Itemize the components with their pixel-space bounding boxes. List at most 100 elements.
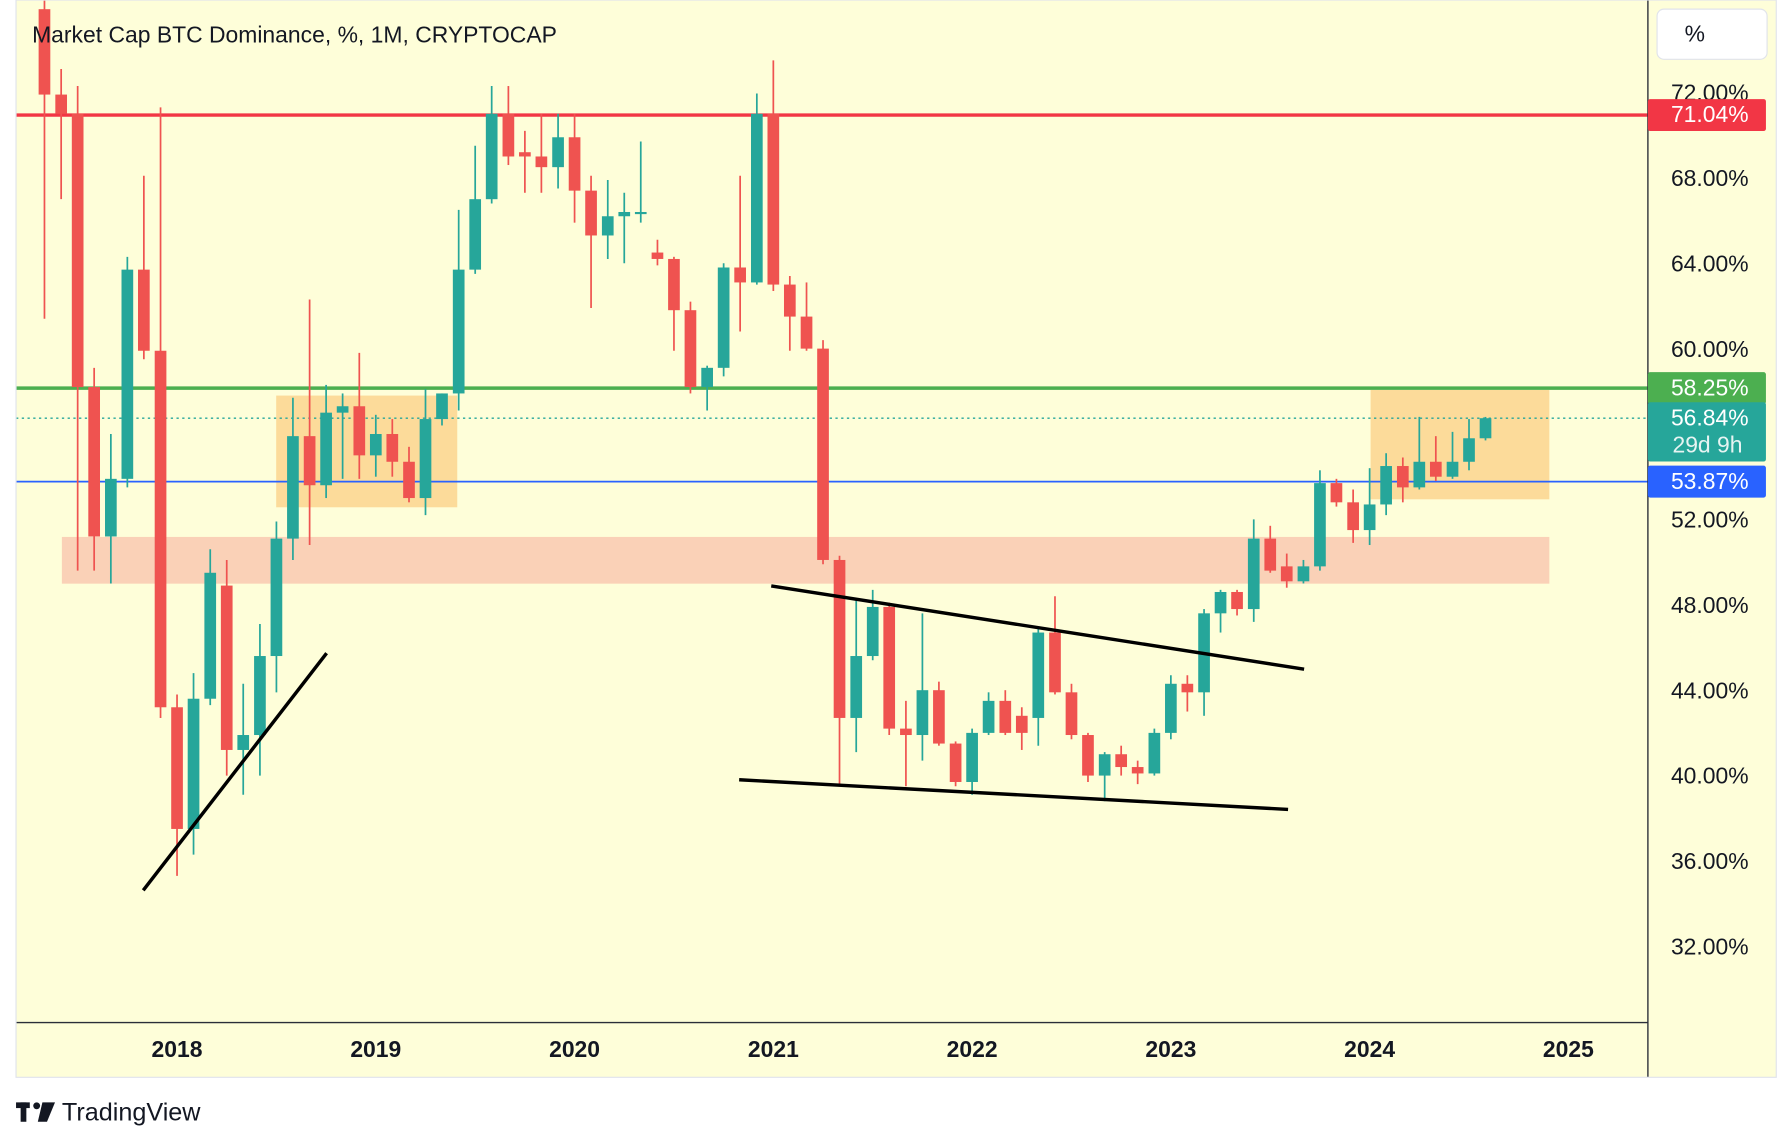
candle-body bbox=[535, 156, 548, 168]
candle-body bbox=[651, 252, 664, 259]
candle-body bbox=[916, 690, 929, 736]
candle-body bbox=[1214, 591, 1227, 614]
y-tick-label: 64.00% bbox=[1671, 250, 1749, 276]
candle-body bbox=[187, 698, 200, 829]
brand-logo bbox=[16, 1102, 56, 1122]
candle-body bbox=[336, 406, 349, 413]
candle-body bbox=[204, 572, 217, 699]
price-label: 53.87% bbox=[1671, 468, 1749, 494]
x-tick-label: 2021 bbox=[748, 1036, 799, 1062]
price-label-box bbox=[1647, 99, 1766, 132]
candle-body bbox=[1380, 466, 1392, 505]
price-label: 58.25% bbox=[1671, 374, 1749, 400]
candle-body bbox=[568, 137, 581, 191]
candle-body bbox=[900, 728, 912, 736]
logo-mark bbox=[37, 1102, 56, 1122]
candle-body bbox=[419, 419, 432, 499]
logo-mark bbox=[20, 1102, 27, 1122]
candle-body bbox=[105, 478, 117, 537]
candle-body bbox=[684, 310, 697, 388]
candle-body bbox=[966, 732, 978, 782]
x-tick-label: 2018 bbox=[152, 1036, 203, 1062]
candle-body bbox=[55, 94, 68, 114]
x-tick-label: 2025 bbox=[1543, 1036, 1594, 1062]
trendline bbox=[141, 652, 328, 892]
candle-body bbox=[1347, 502, 1359, 531]
candle-body bbox=[999, 700, 1012, 733]
candle-body bbox=[1330, 483, 1343, 503]
candle-body bbox=[1148, 732, 1161, 774]
candle-body bbox=[121, 269, 134, 479]
candle-body bbox=[767, 113, 780, 285]
candle-body bbox=[1131, 767, 1144, 774]
x-tick-label: 2023 bbox=[1145, 1036, 1196, 1062]
candle-body bbox=[1049, 632, 1061, 693]
last-price-box bbox=[1647, 402, 1766, 462]
candle-body bbox=[817, 348, 829, 560]
candle-body bbox=[1115, 754, 1128, 768]
price-labels: 71.04% 58.25% 53.87% 56.84%29d 9h bbox=[1647, 99, 1766, 498]
candle-body bbox=[866, 606, 879, 657]
candle-body bbox=[237, 735, 250, 750]
price-label-box bbox=[1647, 372, 1766, 405]
x-tick-label: 2024 bbox=[1344, 1036, 1395, 1062]
candle-body bbox=[717, 267, 730, 368]
support-zone bbox=[61, 536, 1550, 584]
last-price-label: 56.84% bbox=[1671, 404, 1749, 430]
candle-body bbox=[1413, 461, 1426, 488]
candle-body bbox=[1446, 461, 1459, 477]
candle-body bbox=[1363, 504, 1376, 531]
candle-body bbox=[254, 656, 266, 736]
candle-body bbox=[1264, 538, 1277, 571]
candle-body bbox=[701, 367, 713, 388]
candle-body bbox=[88, 387, 101, 537]
y-tick-label: 36.00% bbox=[1671, 848, 1749, 874]
candle-body bbox=[369, 434, 382, 456]
candle-body bbox=[1098, 754, 1111, 776]
price-label-box bbox=[1647, 465, 1766, 498]
countdown-label: 29d 9h bbox=[1672, 432, 1742, 458]
trendline bbox=[770, 584, 1305, 671]
candle-body bbox=[38, 9, 51, 95]
y-tick-label: 48.00% bbox=[1671, 592, 1749, 618]
candle-body bbox=[1015, 715, 1028, 733]
candle-body bbox=[883, 606, 896, 729]
candle-body bbox=[171, 707, 183, 829]
candle-body bbox=[436, 393, 448, 420]
candle-body bbox=[783, 284, 796, 317]
candle-body bbox=[220, 585, 233, 750]
x-tick-label: 2022 bbox=[947, 1036, 998, 1062]
candle-body bbox=[1082, 735, 1094, 776]
candle-body bbox=[982, 700, 995, 733]
scale-button-label[interactable]: % bbox=[1685, 20, 1705, 46]
candle-body bbox=[800, 316, 813, 349]
candle-body bbox=[1479, 418, 1492, 439]
price-label: 71.04% bbox=[1671, 101, 1749, 127]
y-tick-label: 44.00% bbox=[1671, 677, 1749, 703]
candle-body bbox=[270, 538, 283, 657]
y-tick-label: 32.00% bbox=[1671, 934, 1749, 960]
y-tick-label: 52.00% bbox=[1671, 507, 1749, 533]
chart-title: Market Cap BTC Dominance, %, 1M, CRYPTOC… bbox=[32, 22, 557, 48]
trendlines bbox=[141, 584, 1305, 892]
candle-body bbox=[601, 216, 614, 236]
candle-body bbox=[933, 690, 945, 744]
logo-mark bbox=[33, 1102, 41, 1110]
candle-body bbox=[320, 412, 332, 486]
candle-body bbox=[1463, 438, 1475, 462]
candle-body bbox=[71, 113, 84, 388]
price-lines bbox=[16, 113, 1648, 483]
candles bbox=[38, 0, 1492, 876]
candle-body bbox=[552, 137, 564, 168]
scale-button[interactable] bbox=[1656, 8, 1768, 60]
candle-body bbox=[1314, 483, 1326, 567]
candle-body bbox=[353, 406, 366, 456]
candle-body bbox=[469, 199, 482, 270]
candle-body bbox=[303, 436, 316, 486]
candle-body bbox=[1065, 692, 1078, 736]
candle-body bbox=[1297, 566, 1310, 582]
candle-body bbox=[833, 559, 846, 718]
candle-body bbox=[1429, 461, 1442, 477]
